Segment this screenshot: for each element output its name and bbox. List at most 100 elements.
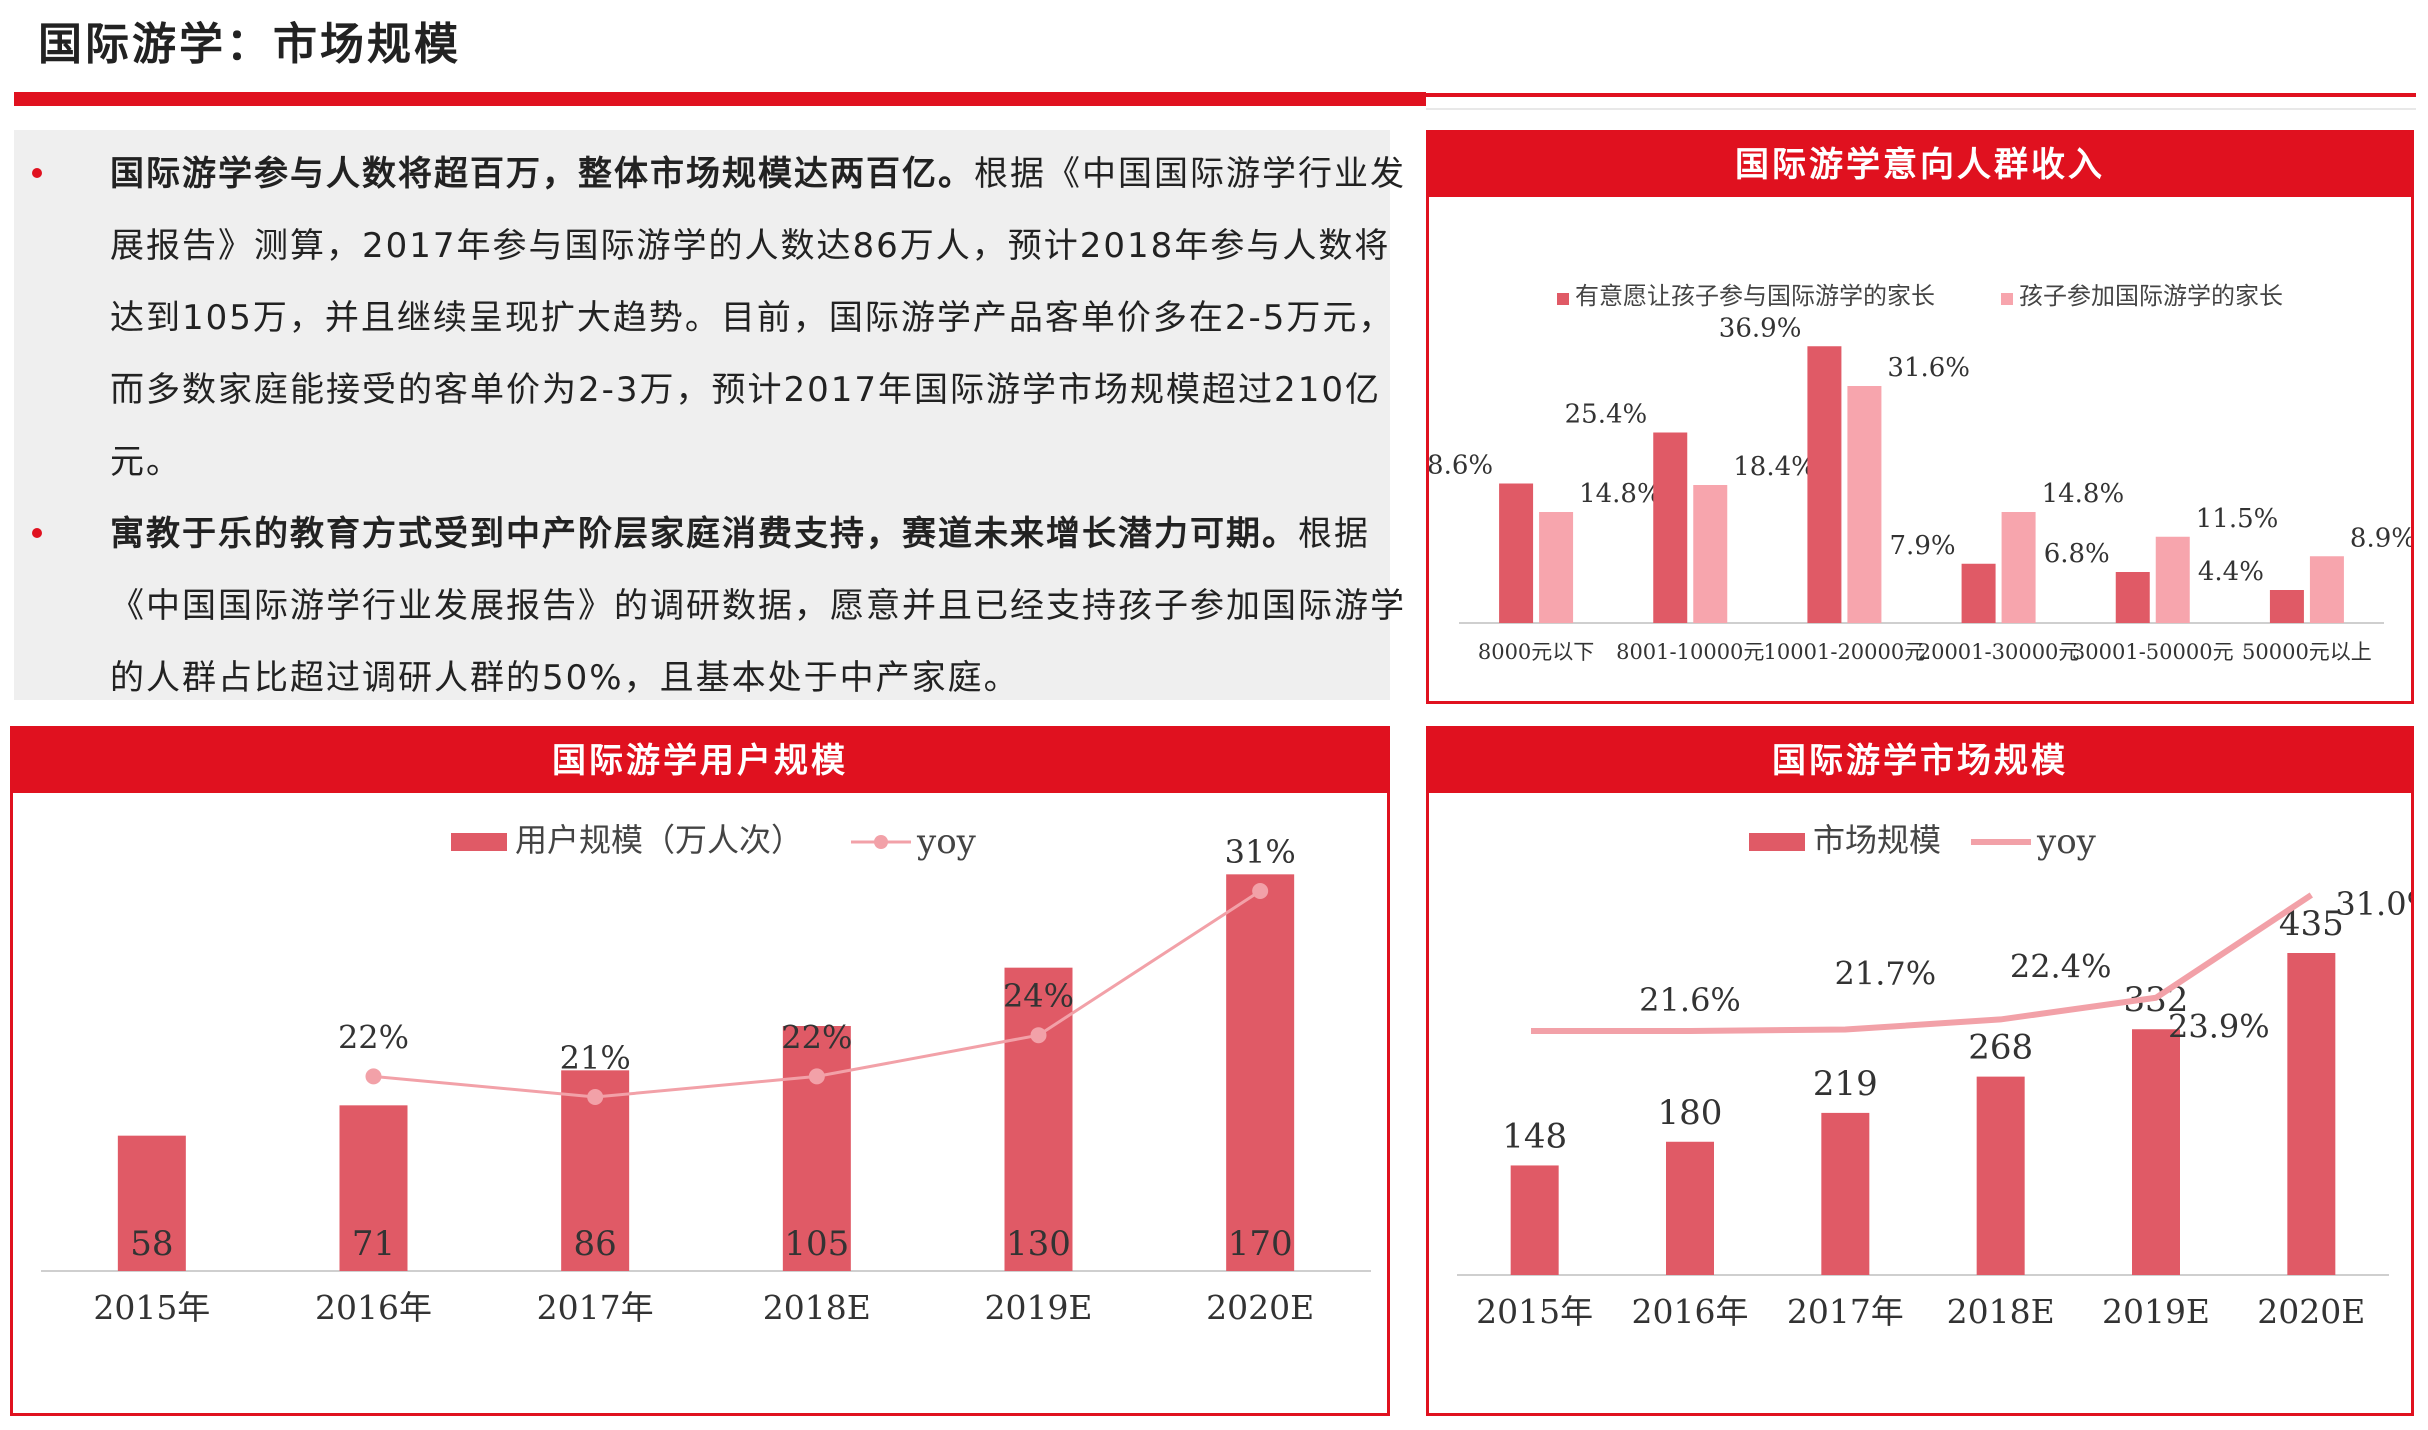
bullet-2-body: 根据《中国国际游学行业发展报告》的调研数据，愿意并且已经支持孩子参加国际游学的人…: [110, 514, 1406, 698]
income-data-label: 18.6%: [1429, 451, 1493, 481]
bullet-1-body: 根据《中国国际游学行业发展报告》测算，2017年参与国际游学的人数达86万人，预…: [110, 154, 1406, 482]
income-data-label: 36.9%: [1719, 313, 1802, 343]
income-data-label: 14.8%: [1579, 479, 1662, 509]
yoy-data-label: 21.6%: [1639, 981, 1741, 1019]
income-data-label: 31.6%: [1887, 353, 1970, 383]
bar-data-label: 170: [1228, 1224, 1293, 1264]
x-tick-label: 2017年: [537, 1288, 654, 1327]
bar: [117, 1135, 186, 1271]
income-bar: [1539, 512, 1574, 623]
x-tick-label: 2018E: [763, 1288, 871, 1327]
bullet-marker: [32, 168, 42, 178]
x-tick-label: 2019E: [2102, 1292, 2210, 1331]
income-data-label: 8.9%: [2350, 523, 2411, 553]
x-tick-label: 2018E: [1947, 1292, 2055, 1331]
yoy-data-label: 22%: [338, 1018, 409, 1056]
users-chart: 用户规模（万人次） yoy 58 2015年 71 2016年 86 2017年 105 2018…: [41, 821, 1371, 1327]
yoy-data-label: 21.7%: [1835, 955, 1937, 993]
yoy-data-label: 23.9%: [2168, 1008, 2270, 1046]
bar: [1004, 967, 1073, 1271]
bar-data-label: 148: [1502, 1116, 1567, 1156]
yoy-data-label: 22.4%: [2010, 947, 2112, 985]
text-panel: 国际游学参与人数将超百万，整体市场规模达两百亿。根据《中国国际游学行业发展报告》…: [14, 130, 1404, 700]
bar-data-label: 219: [1813, 1064, 1878, 1104]
income-data-label: 14.8%: [2042, 479, 2125, 509]
yoy-data-label: 22%: [781, 1018, 852, 1056]
income-bar: [1653, 432, 1688, 623]
legend-swatch-2: [2001, 293, 2013, 305]
x-tick-label: 10001-20000元: [1764, 640, 1926, 664]
income-data-label: 6.8%: [2044, 539, 2110, 569]
income-bar: [1807, 346, 1842, 623]
legend-label-2: 孩子参加国际游学的家长: [2019, 282, 2283, 310]
legend-bar-label: 用户规模（万人次）: [515, 821, 803, 859]
income-bar: [2115, 572, 2150, 623]
bullet-1-lead: 国际游学参与人数将超百万，整体市场规模达两百亿。: [110, 154, 974, 194]
x-tick-label: 2015年: [1476, 1292, 1593, 1331]
bar: [339, 1105, 408, 1271]
x-tick-label: 2020E: [1206, 1288, 1314, 1327]
legend-bar-swatch: [1749, 833, 1805, 851]
yoy-point: [587, 1089, 604, 1105]
income-bar: [2269, 590, 2304, 623]
income-data-label: 4.4%: [2198, 557, 2264, 587]
legend-line-label: yoy: [916, 822, 977, 862]
x-tick-label: 8000元以下: [1478, 640, 1594, 664]
x-tick-label: 2020E: [2257, 1292, 2365, 1331]
x-tick-label: 2015年: [93, 1288, 210, 1327]
title-rule-right: [1426, 93, 2416, 97]
legend-swatch-1: [1557, 293, 1569, 305]
income-bar: [1499, 483, 1534, 623]
bar: [1821, 1112, 1870, 1275]
legend-bar-swatch: [451, 833, 507, 851]
bar-data-label: 71: [352, 1224, 395, 1264]
income-panel: 国际游学意向人群收入 有意愿让孩子参与国际游学的家长 孩子参加国际游学的家长 18.…: [1426, 130, 2414, 704]
title-rule: [14, 92, 1426, 106]
x-tick-label: 8001-10000元: [1616, 640, 1764, 664]
bar-data-label: 58: [130, 1224, 173, 1264]
legend-label-1: 有意愿让孩子参与国际游学的家长: [1575, 282, 1935, 310]
yoy-data-label: 31.0%: [2335, 885, 2411, 923]
yoy-data-label: 21%: [560, 1039, 631, 1077]
bar-data-label: 130: [1006, 1224, 1071, 1264]
yoy-point: [808, 1068, 825, 1085]
income-data-label: 7.9%: [1890, 531, 1956, 561]
bullet-1: 国际游学参与人数将超百万，整体市场规模达两百亿。根据《中国国际游学行业发展报告》…: [110, 138, 1410, 498]
users-panel-title: 国际游学用户规模: [13, 729, 1387, 793]
yoy-point: [365, 1068, 382, 1085]
bullet-marker: [32, 528, 42, 538]
bar: [1976, 1076, 2025, 1275]
bar-data-label: 180: [1658, 1093, 1723, 1133]
title-rule-thin: [1426, 108, 2416, 110]
income-bar: [2155, 536, 2190, 623]
market-panel: 国际游学市场规模 市场规模 yoy 148 2015年 180 2016年 219 2017年…: [1426, 726, 2414, 1416]
x-tick-label: 2016年: [315, 1288, 432, 1327]
bar-data-label: 86: [574, 1224, 617, 1264]
income-bar: [2309, 556, 2344, 623]
bar-data-label: 105: [784, 1224, 849, 1264]
bar: [2132, 1029, 2180, 1275]
users-panel: 国际游学用户规模 用户规模（万人次） yoy 58 2015年 71 2016年 86 201…: [10, 726, 1390, 1416]
bullet-2-lead: 寓教于乐的教育方式受到中产阶层家庭消费支持，赛道未来增长潜力可期。: [110, 514, 1298, 554]
legend-line-label: yoy: [2036, 822, 2097, 862]
bar: [1226, 874, 1295, 1271]
yoy-point: [1252, 883, 1269, 899]
yoy-line: [1531, 892, 2313, 1034]
income-panel-title: 国际游学意向人群收入: [1429, 133, 2411, 197]
x-tick-label: 2019E: [984, 1288, 1092, 1327]
bullet-2: 寓教于乐的教育方式受到中产阶层家庭消费支持，赛道未来增长潜力可期。根据《中国国际…: [110, 498, 1410, 714]
bar-data-label: 268: [1968, 1028, 2033, 1068]
x-tick-label: 2016年: [1632, 1292, 1749, 1331]
yoy-data-label: 31%: [1225, 833, 1296, 871]
market-chart: 市场规模 yoy 148 2015年 180 2016年 219 2017年 268 2018E 3…: [1457, 821, 2411, 1331]
income-bar: [1847, 386, 1882, 623]
x-tick-label: 2017年: [1787, 1292, 1904, 1331]
x-tick-label: 20001-30000元: [1918, 640, 2080, 664]
legend-bar-label: 市场规模: [1813, 821, 1941, 859]
income-data-label: 11.5%: [2196, 504, 2279, 534]
income-chart: 有意愿让孩子参与国际游学的家长 孩子参加国际游学的家长 18.6% 14.8% 8000…: [1429, 282, 2411, 664]
yoy-data-label: 24%: [1003, 977, 1074, 1015]
legend-line-marker: [874, 835, 888, 849]
x-tick-label: 50000元以上: [2242, 640, 2372, 664]
bar: [782, 1026, 851, 1271]
